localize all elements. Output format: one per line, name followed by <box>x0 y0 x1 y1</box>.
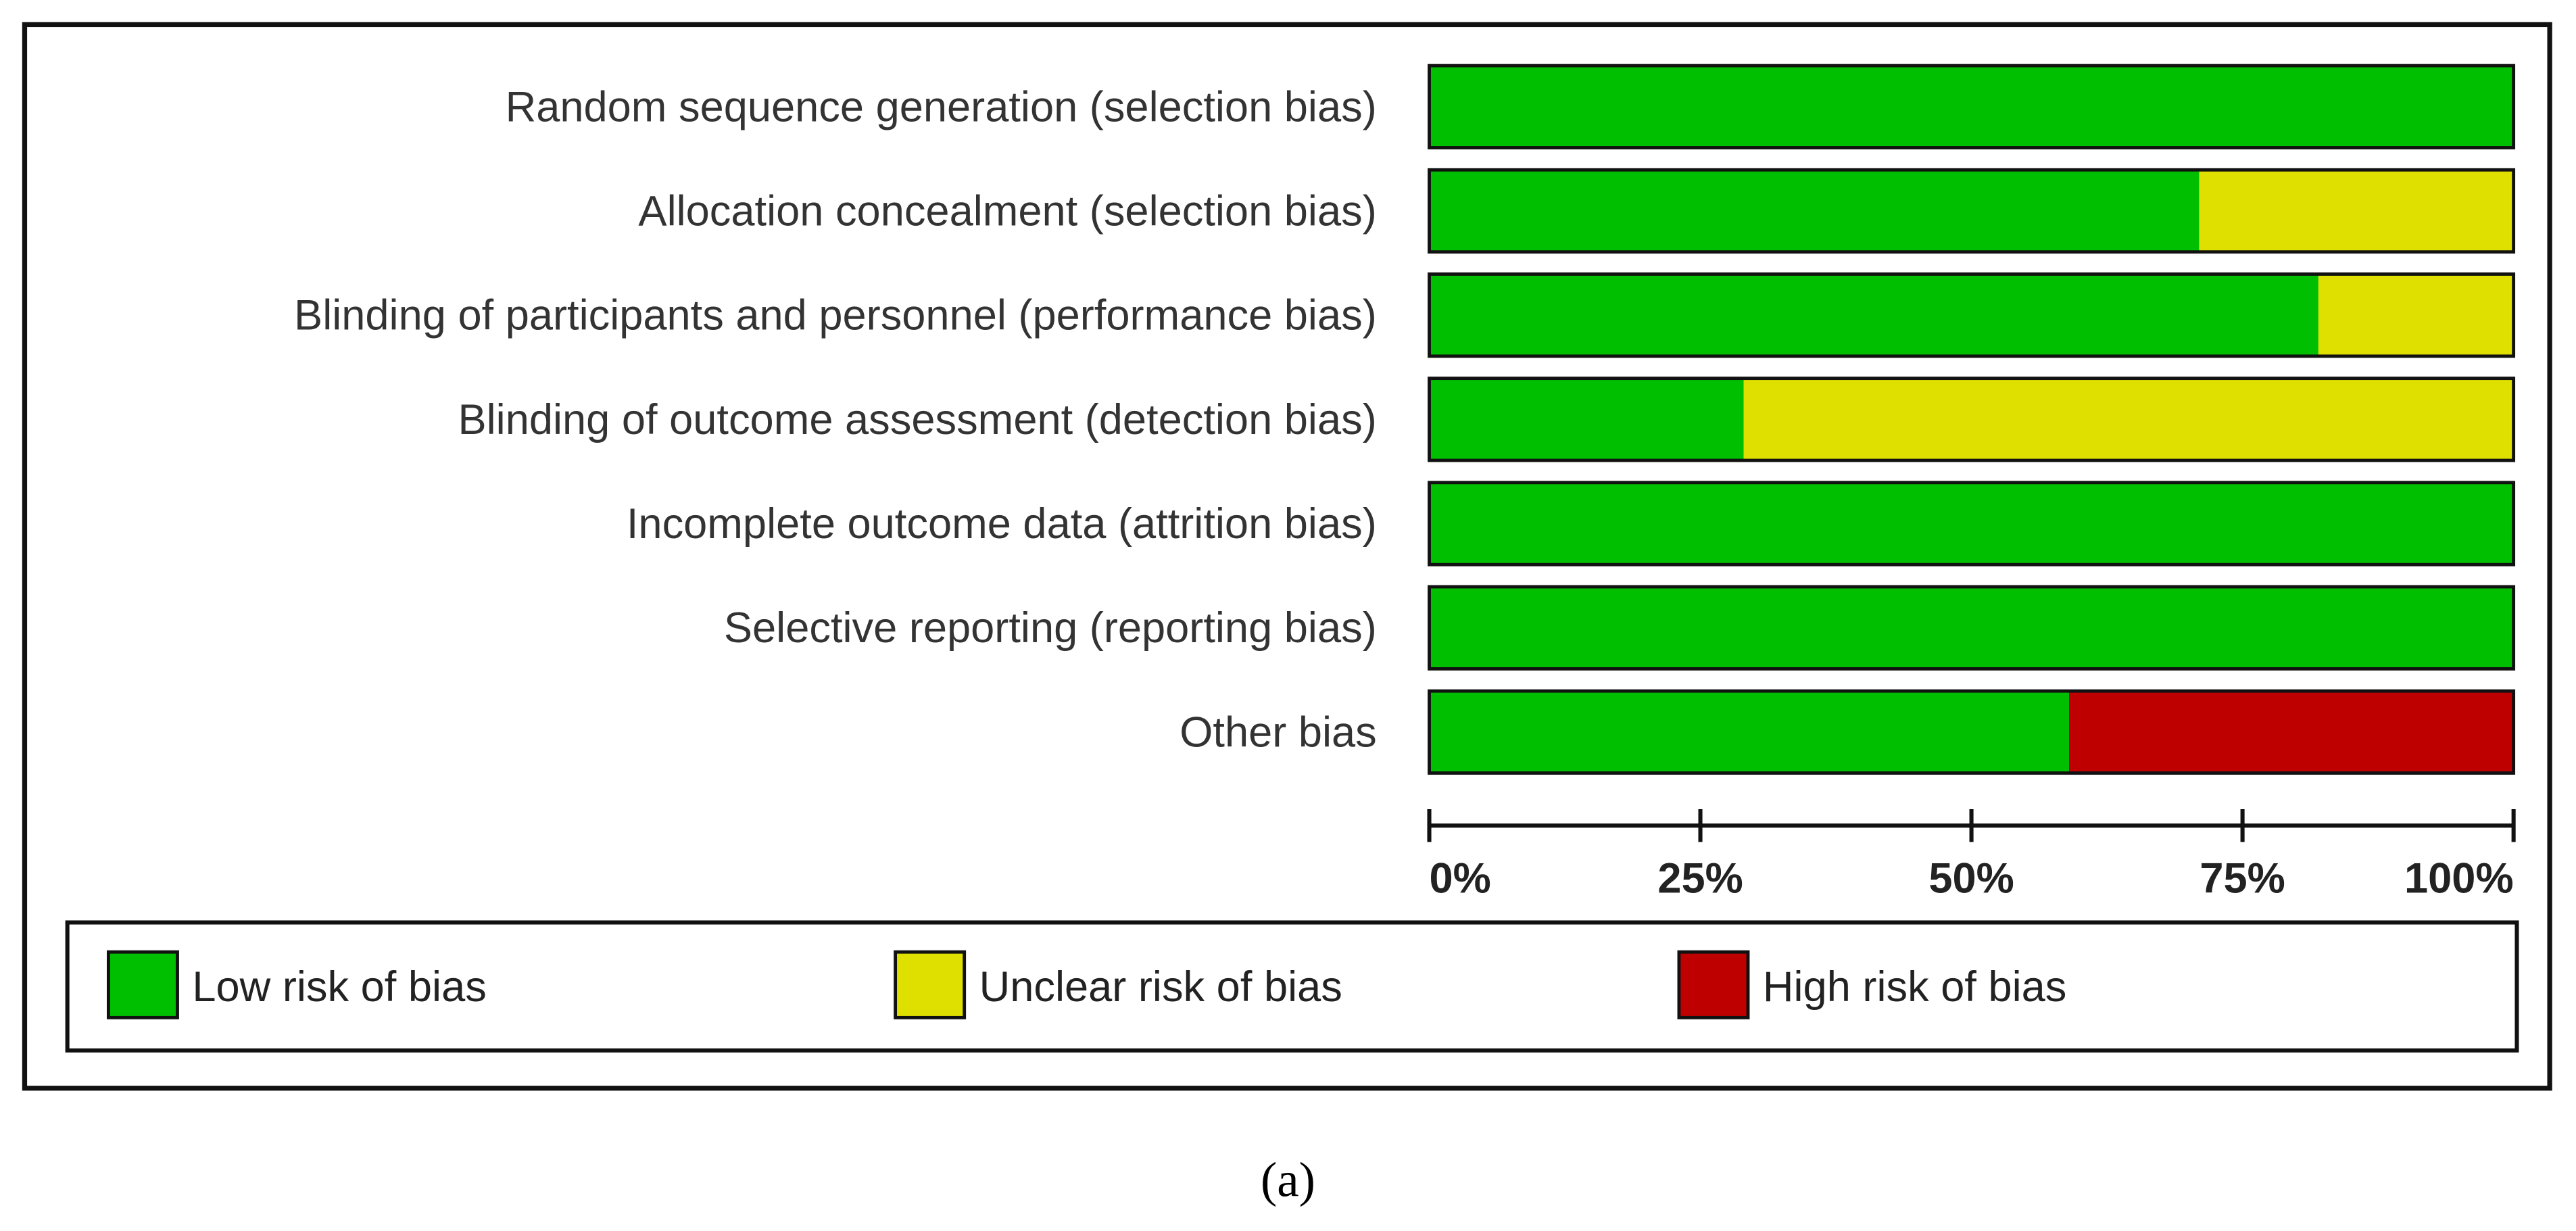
x-tick-label: 100% <box>2404 855 2514 902</box>
legend-swatch <box>894 950 967 1019</box>
bar-outline <box>1428 272 2516 358</box>
bar-outline <box>1428 585 2516 671</box>
category-label: Incomplete outcome data (attrition bias) <box>627 500 1377 548</box>
x-tick-label: 0% <box>1430 855 1491 902</box>
bar-segment <box>1429 170 2200 252</box>
legend-label: Unclear risk of bias <box>979 963 1342 1011</box>
legend-swatch <box>1677 950 1750 1019</box>
bar-segment <box>1429 378 1744 461</box>
bar-segment <box>1429 482 2514 565</box>
x-tick-label: 75% <box>2200 855 2285 902</box>
bar-outline <box>1428 64 2516 149</box>
bar-outline <box>1428 481 2516 566</box>
bar-outline <box>1428 377 2516 462</box>
bar-outline <box>1428 168 2516 254</box>
x-tick-label: 50% <box>1928 855 2014 902</box>
bar-outline <box>1428 689 2516 775</box>
bar-segment <box>2318 274 2514 356</box>
bar-segment <box>1743 378 2514 461</box>
category-label: Random sequence generation (selection bi… <box>506 83 1377 130</box>
category-label: Blinding of outcome assessment (detectio… <box>458 396 1376 443</box>
category-label: Allocation concealment (selection bias) <box>638 188 1376 235</box>
legend-swatch <box>106 950 179 1019</box>
bar-segment <box>1429 691 2069 773</box>
legend-label: Low risk of bias <box>192 963 486 1011</box>
legend-frame <box>65 920 2519 1053</box>
category-label: Blinding of participants and personnel (… <box>294 292 1377 339</box>
caption: (a) <box>1261 1153 1315 1207</box>
x-tick-label: 25% <box>1657 855 1743 902</box>
category-label: Selective reporting (reporting bias) <box>724 604 1377 652</box>
bar-segment <box>2068 691 2514 773</box>
category-label: Other bias <box>1180 708 1377 756</box>
legend-label: High risk of bias <box>1763 963 2067 1011</box>
bar-segment <box>2199 170 2514 252</box>
bar-segment <box>1429 587 2514 669</box>
bar-segment <box>1429 274 2318 356</box>
bar-segment <box>1429 66 2514 148</box>
chart-frame <box>22 22 2552 1091</box>
